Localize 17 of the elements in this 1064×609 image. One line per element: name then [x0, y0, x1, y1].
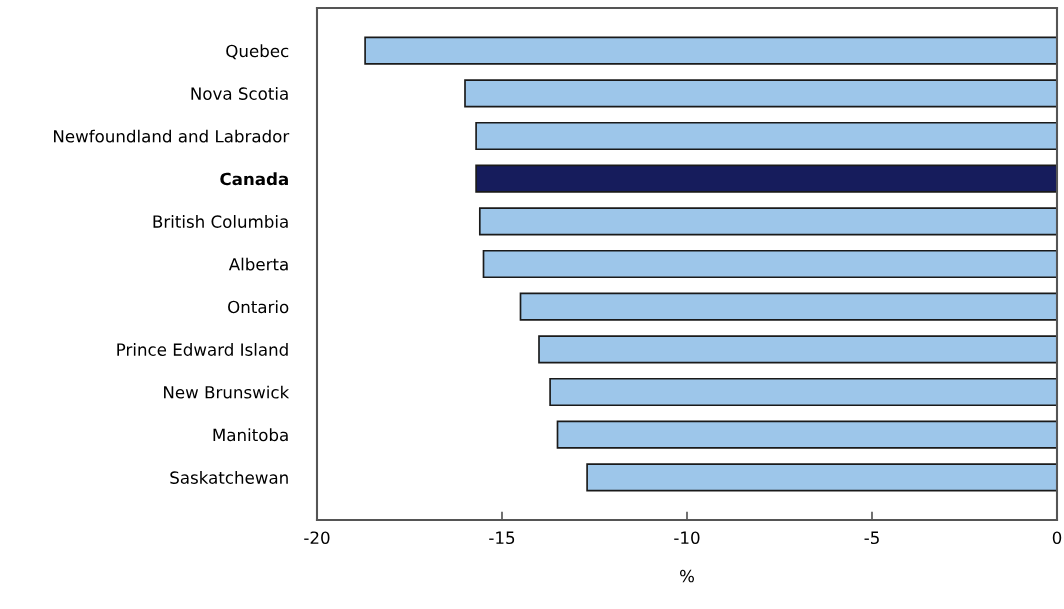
y-tick-label: New Brunswick	[164, 385, 290, 399]
y-tick-label: Canada	[220, 172, 288, 186]
x-tick-label: -20	[304, 531, 330, 545]
y-tick-label: Ontario	[228, 300, 289, 314]
x-tick-label: -15	[489, 531, 515, 545]
y-tick-label: Alberta	[228, 257, 288, 271]
y-tick-label: British Columbia	[153, 215, 288, 228]
y-tick-label: Prince Edward Island	[117, 343, 288, 356]
y-tick-label: Newfoundland and Labrador	[54, 129, 290, 143]
y-tick-label: Saskatchewan	[170, 471, 288, 484]
x-tick-label: -5	[864, 531, 879, 545]
y-tick-label: Quebec	[226, 44, 289, 60]
y-tick-label: Manitoba	[213, 428, 288, 442]
x-axis-title: %	[680, 569, 694, 583]
x-tick-label: -10	[674, 531, 700, 545]
y-tick-label: Nova Scotia	[191, 87, 288, 100]
x-tick-label: 0	[1052, 531, 1062, 545]
